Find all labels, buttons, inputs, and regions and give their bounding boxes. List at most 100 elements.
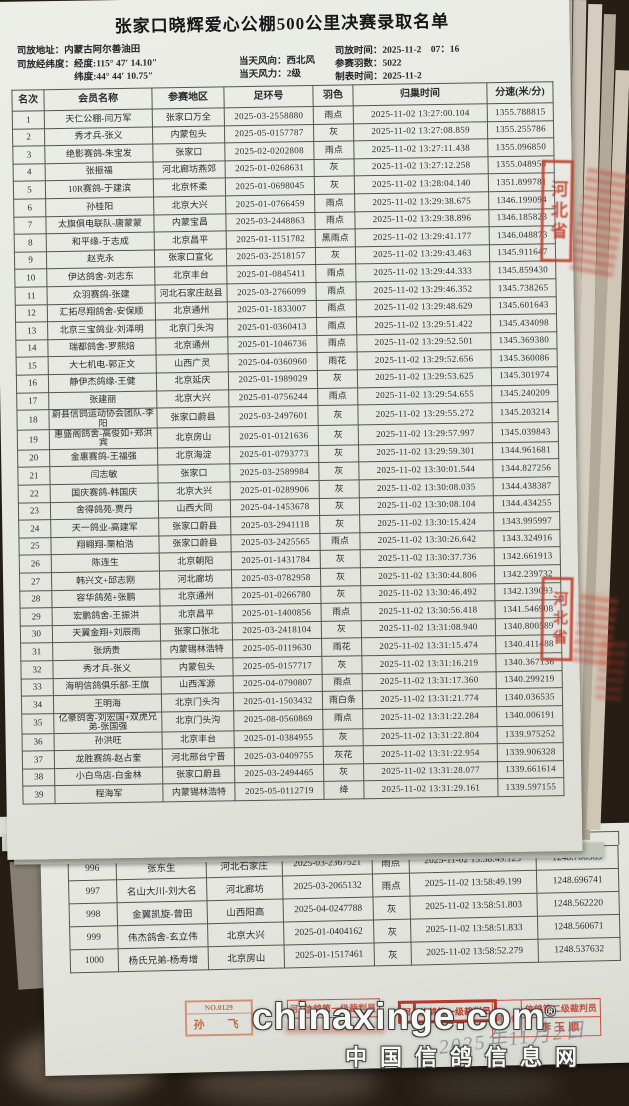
cell-member-name: 国庆赛鸽-韩国庆 — [50, 483, 159, 503]
cell-ring-number: 2025-03-2766099 — [226, 282, 317, 302]
cell-rank: 20 — [17, 449, 50, 468]
cell-feather-color: 雨花 — [317, 352, 358, 371]
cell-ring-number: 2025-03-2518157 — [226, 247, 316, 267]
cell-ring-number: 2025-01-1503432 — [233, 691, 323, 711]
cell-speed: 1345.738265 — [489, 278, 557, 298]
cell-feather-color: 黑雨点 — [315, 229, 356, 248]
cell-rank: 12 — [15, 304, 48, 323]
cell-speed: 1339.975252 — [496, 725, 564, 744]
cell-member-name: 天翼金翔+刘辰雨 — [52, 623, 161, 644]
cell-region: 北京大兴 — [207, 921, 285, 947]
cell-ring-number: 2025-03-2425565 — [230, 533, 321, 553]
cell-region: 山西阳高 — [207, 899, 284, 924]
stamp-fragment — [594, 638, 628, 702]
cell-member-name: 惠盛阁鸽舍-高俊如+郑洪宾 — [49, 427, 158, 450]
cell-member-name: 杨氏兄弟-杨寿增 — [118, 946, 209, 972]
cell-region: 山西广灵 — [156, 354, 229, 373]
cell-member-name: 亿豪鸽舍-刘宏国+双虎兄弟-张国强 — [53, 711, 162, 734]
cell-feather-color: 灰 — [317, 404, 359, 426]
table-made-time: 制表时间：2025-11-2 — [335, 71, 422, 83]
cell-homing-time: 2025-11-02 13:28:04.140 — [354, 174, 489, 194]
cell-feather-color: 灰 — [321, 655, 363, 674]
cell-region: 河北廊坊燕郊 — [153, 160, 226, 180]
cell-region: 北京大兴 — [158, 481, 231, 501]
stamp-fragment — [285, 1026, 385, 1034]
cell-homing-time: 2025-11-02 13:31:22.954 — [363, 743, 498, 764]
cell-homing-time: 2025-11-02 13:29:48.629 — [356, 297, 491, 317]
cell-feather-color: 灰 — [374, 942, 412, 966]
cell-feather-color: 雨点 — [313, 141, 355, 160]
cell-homing-time: 2025-11-02 13:31:28.077 — [363, 761, 498, 782]
cell-region: 内蒙包头 — [152, 125, 225, 145]
cell-rank: 19 — [17, 429, 50, 451]
cell-homing-time: 2025-11-02 13:27:08.859 — [353, 121, 488, 142]
cell-region: 北京房山 — [208, 944, 285, 970]
cell-member-name: 张建丽 — [48, 390, 157, 410]
cell-ring-number: 2025-01-0360413 — [227, 317, 317, 337]
cell-homing-time: 2025-11-02 13:30:01.544 — [358, 460, 494, 480]
cell-speed: 1345.601643 — [490, 296, 557, 315]
cell-rank: 14 — [15, 339, 49, 358]
cell-homing-time: 2025-11-02 13:30:46.492 — [360, 583, 495, 603]
cell-member-name: 天一鸽业-高建军 — [50, 518, 159, 538]
column-header: 羽色 — [312, 84, 354, 107]
cell-rank: 39 — [22, 786, 56, 805]
cell-homing-time: 2025-11-02 13:31:17.360 — [362, 671, 497, 691]
cell-feather-color: 雨点 — [314, 211, 356, 230]
floor-blur-blob — [420, 1072, 560, 1102]
cell-speed: 1339.597155 — [497, 778, 565, 797]
cell-member-name: 宏鹏鸽舍-王振洪 — [52, 606, 161, 626]
cell-rank: 31 — [20, 643, 53, 662]
cell-speed: 1340.006191 — [496, 705, 563, 727]
cell-member-name: 天仁公棚-闫万军 — [44, 109, 153, 129]
cell-feather-color: 灰 — [319, 479, 360, 499]
cell-rank: 30 — [20, 625, 53, 644]
cell-homing-time: 2025-11-02 13:30:44.806 — [360, 565, 495, 586]
cell-feather-color: 灰 — [318, 424, 359, 446]
cell-rank: 15 — [16, 357, 49, 376]
cell-feather-color: 灰 — [321, 620, 362, 639]
cell-homing-time: 2025-11-02 13:31:22.804 — [362, 726, 498, 747]
cell-ring-number: 2025-01-0845411 — [226, 264, 316, 284]
cell-feather-color: 绛 — [323, 781, 365, 800]
cell-region: 山西大同 — [158, 499, 231, 519]
cell-homing-time: 2025-11-02 13:31:15.474 — [361, 636, 496, 656]
cell-ring-number: 2025-01-1989029 — [228, 370, 318, 390]
cell-ring-number: 2025-03-2941118 — [230, 515, 320, 535]
cell-speed: 1345.360086 — [491, 349, 558, 368]
cell-feather-color: 雨点 — [313, 105, 354, 125]
cell-rank: 10 — [14, 269, 47, 288]
cell-homing-time: 2025-11-02 13:27:12.258 — [354, 156, 489, 177]
cell-region: 北京延庆 — [156, 371, 229, 391]
cell-homing-time: 2025-11-02 13:31:21.774 — [362, 688, 497, 709]
cell-homing-time: 2025-11-02 13:29:44.333 — [355, 262, 490, 282]
cell-member-name: 容华鸽苑+张鹏 — [51, 588, 161, 608]
cell-member-name: 程海军 — [54, 784, 164, 804]
cell-member-name: 静伊杰鸽缘-王健 — [48, 372, 157, 393]
cell-speed: 1339.661614 — [497, 760, 564, 780]
hebei-province-stamp: 河北省 — [540, 576, 574, 662]
cell-speed: 1248.562220 — [536, 891, 620, 917]
cell-ring-number: 2025-05-0157787 — [224, 124, 314, 144]
column-header: 名次 — [11, 89, 45, 112]
cell-ring-number: 2025-03-2558880 — [224, 106, 314, 126]
cell-speed: 1339.906328 — [497, 742, 564, 762]
cell-feather-color: 雨点 — [372, 873, 410, 897]
cell-member-name: 秀才兵-张义 — [44, 126, 153, 146]
cell-ring-number: 2025-03-0782958 — [231, 568, 321, 588]
cell-homing-time: 2025-11-02 13:29:57.997 — [358, 422, 493, 445]
cell-speed: 1340.036535 — [496, 687, 563, 707]
cell-feather-color: 灰 — [314, 158, 355, 177]
cell-member-name: 闫志敏 — [49, 465, 159, 485]
cell-member-name: 10R赛鸽-于建滨 — [45, 179, 154, 199]
cell-speed: 1344.827256 — [492, 459, 560, 478]
cell-speed: 1344.434255 — [493, 494, 560, 513]
cell-ring-number: 2025-02-0202808 — [224, 141, 315, 161]
cell-rank: 37 — [22, 750, 55, 769]
cell-ring-number: 2025-01-0404162 — [283, 919, 375, 945]
cell-member-name: 绝影赛鸽-朱宝发 — [44, 144, 154, 164]
cell-rank: 28 — [19, 590, 53, 609]
cell-region: 北京丰台 — [154, 266, 227, 285]
cell-homing-time: 2025-11-02 13:29:54.655 — [357, 385, 492, 405]
